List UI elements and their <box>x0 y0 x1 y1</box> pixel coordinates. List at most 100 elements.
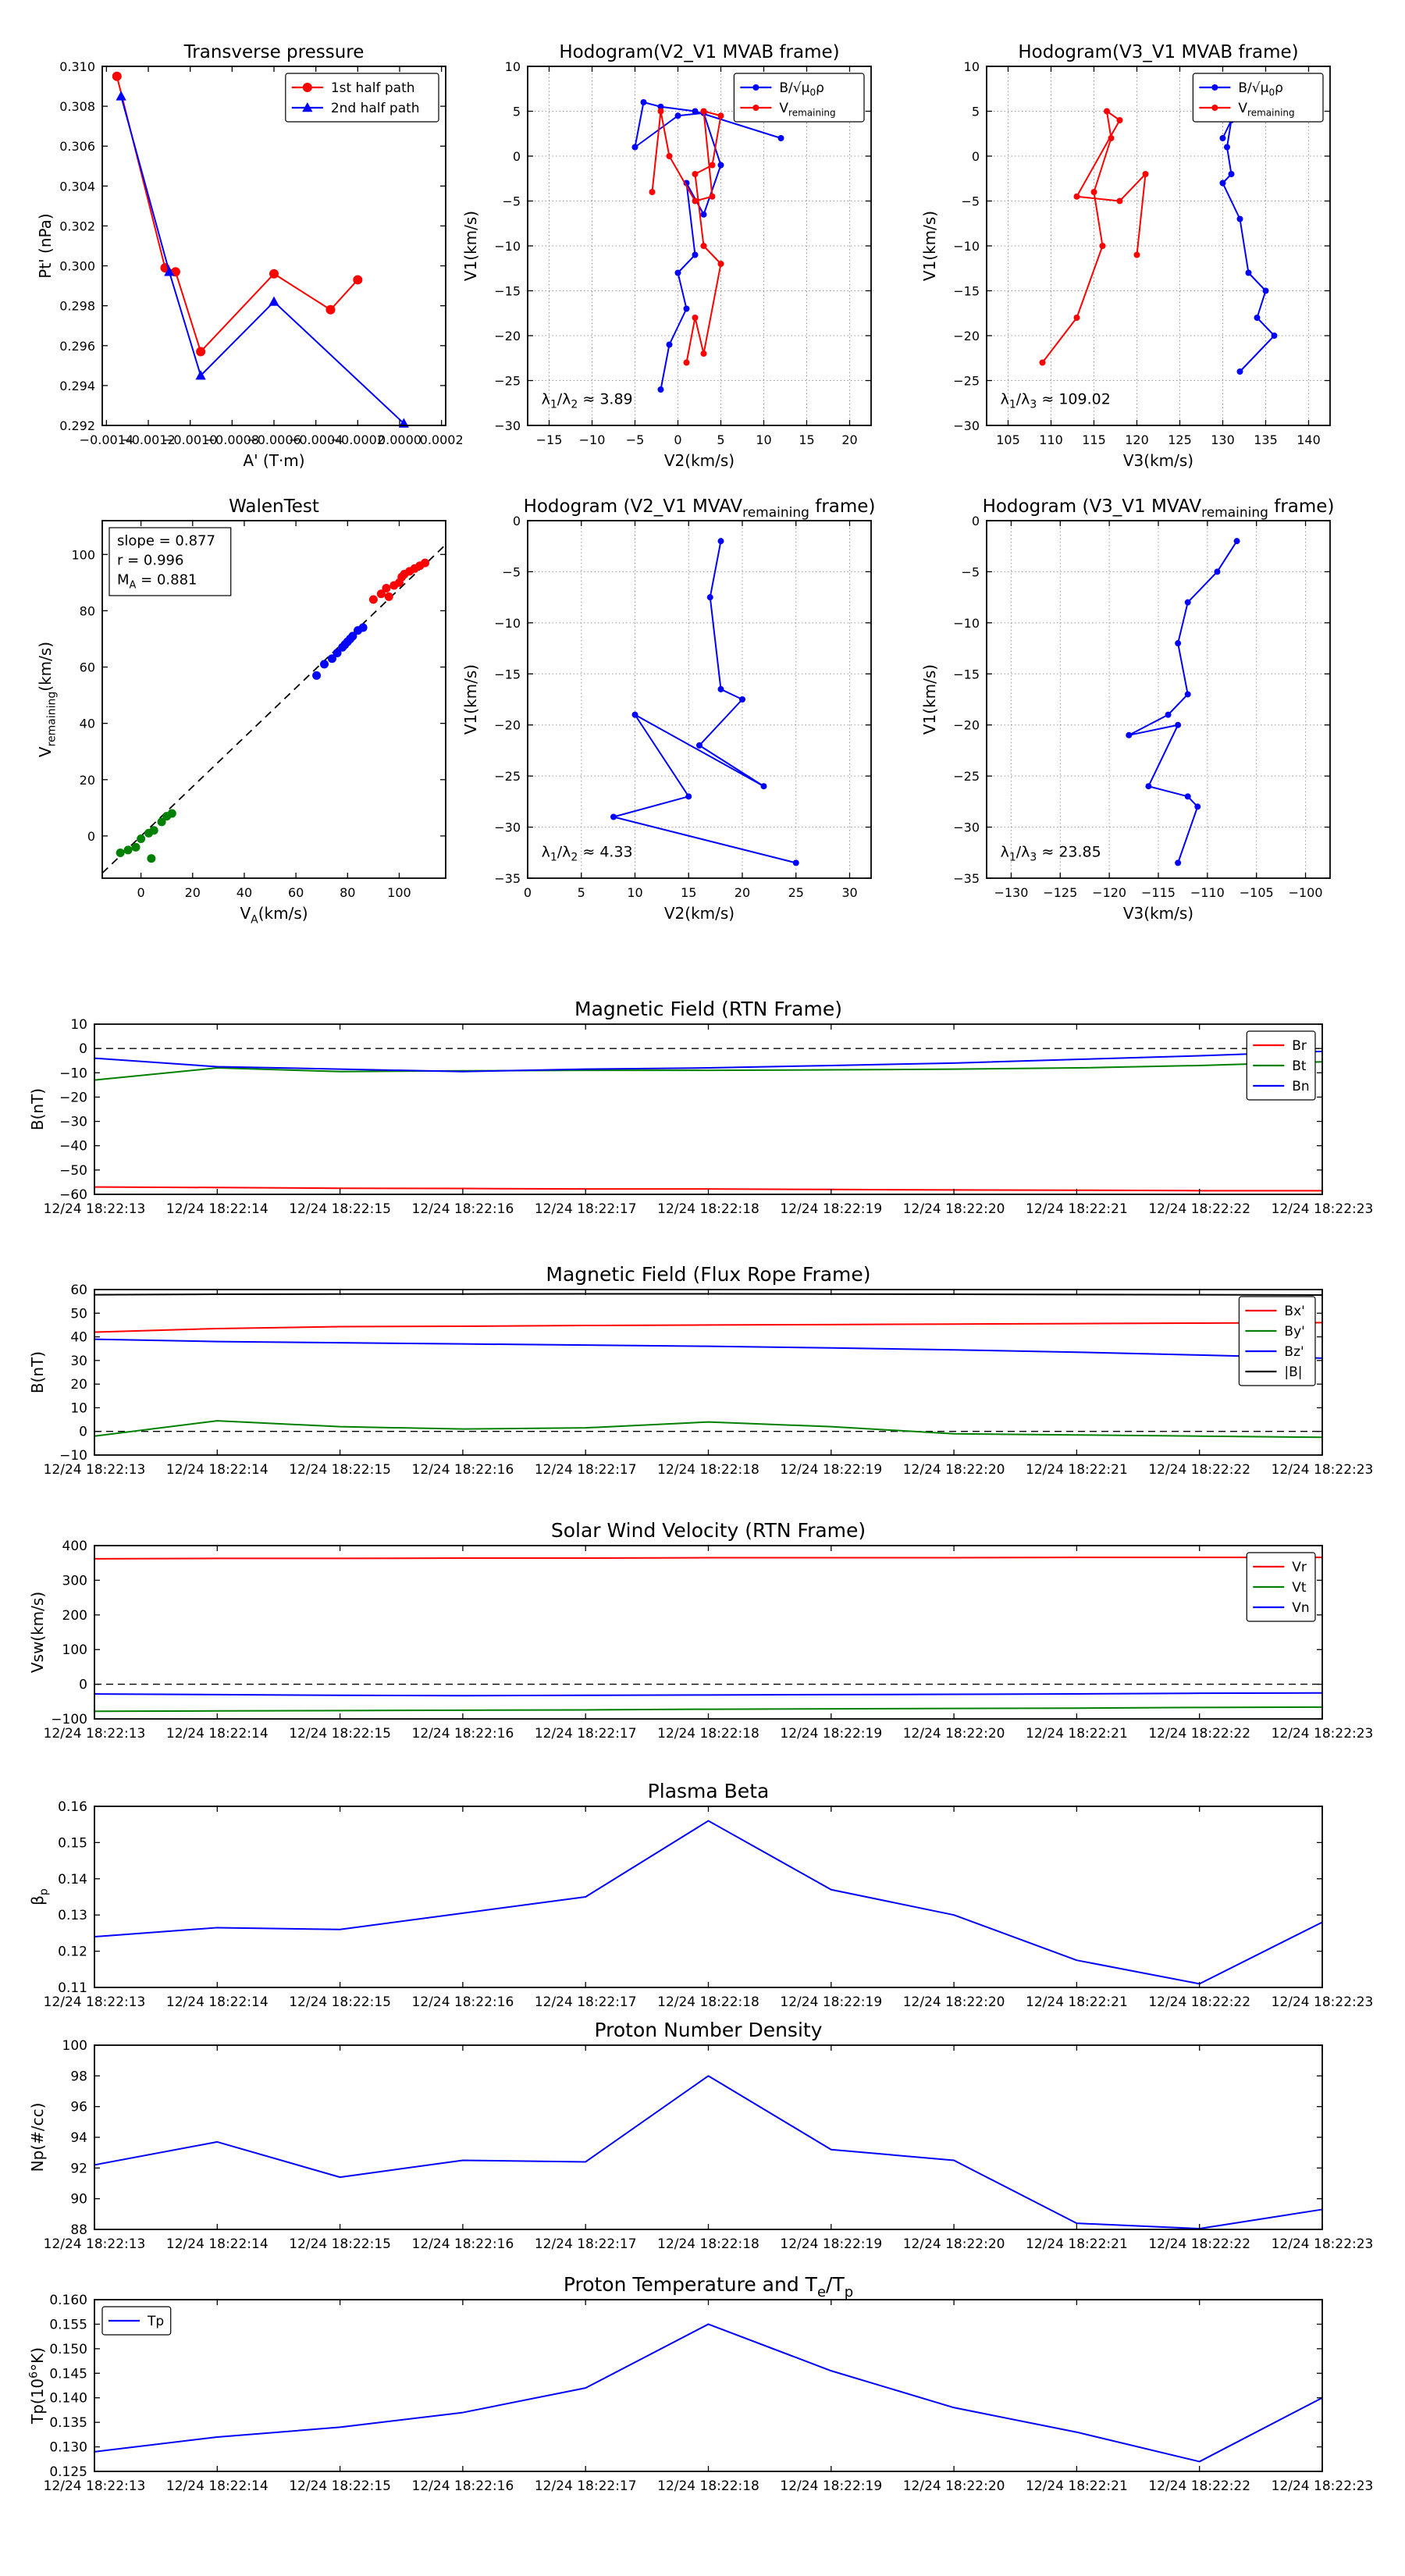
svg-text:0.0002: 0.0002 <box>420 432 464 447</box>
svg-text:12/24 18:22:21: 12/24 18:22:21 <box>1026 1994 1128 2010</box>
chart-hodogram_v2v1_mvab: −15 −10 −5 0 5 10 15 20 −30 −25 −20 −15 −10 −5 0 5 10 Hod… <box>461 42 872 470</box>
marker <box>752 84 759 91</box>
marker <box>131 842 140 852</box>
marker <box>149 826 158 835</box>
marker <box>353 275 363 285</box>
svg-text:12/24 18:22:13: 12/24 18:22:13 <box>44 1726 146 1742</box>
svg-text:−15: −15 <box>953 667 980 681</box>
marker <box>1236 368 1243 375</box>
svg-text:12/24 18:22:19: 12/24 18:22:19 <box>780 1201 882 1217</box>
svg-text:12/24 18:22:21: 12/24 18:22:21 <box>1026 1726 1128 1742</box>
svg-text:−0.0010: −0.0010 <box>163 432 217 447</box>
svg-text:−20: −20 <box>494 718 521 733</box>
svg-text:100: 100 <box>62 1642 87 1658</box>
y-axis-label: Vremaining(km/s) <box>36 642 58 757</box>
y-axis-label: V1(km/s) <box>461 211 480 281</box>
svg-text:12/24 18:22:17: 12/24 18:22:17 <box>535 1726 637 1742</box>
marker <box>348 632 357 641</box>
svg-text:12/24 18:22:15: 12/24 18:22:15 <box>289 1994 391 2010</box>
plot-frame <box>527 520 872 879</box>
series-b-field <box>1219 117 1278 375</box>
marker <box>1165 711 1172 718</box>
x-tick-labels: 0 20 40 60 80 100 <box>137 885 411 900</box>
series-bx-prime <box>94 1322 1323 1333</box>
chart-title: Hodogram (V3_V1 MVAVremaining frame) <box>983 496 1335 521</box>
x-tick-labels: −15 −10 −5 0 5 10 15 20 <box>536 432 858 447</box>
y-axis-label: B(nT) <box>28 1088 47 1130</box>
legend-label: 2nd half path <box>331 101 420 116</box>
marker <box>421 558 430 568</box>
ticks <box>102 66 446 426</box>
svg-text:−25: −25 <box>494 769 521 784</box>
svg-text:−105: −105 <box>1240 885 1274 900</box>
chart-title: Plasma Beta <box>648 1780 770 1802</box>
marker <box>709 193 716 200</box>
marker <box>1039 359 1046 366</box>
svg-text:0.0000: 0.0000 <box>378 432 422 447</box>
marker <box>692 108 699 115</box>
svg-text:0: 0 <box>137 885 145 900</box>
legend-label: B/√μ0ρ <box>779 80 823 98</box>
svg-text:5: 5 <box>717 432 724 447</box>
y-axis-label: Tp(106°K) <box>27 2347 47 2425</box>
svg-text:12/24 18:22:21: 12/24 18:22:21 <box>1026 2236 1128 2252</box>
svg-text:12/24 18:22:18: 12/24 18:22:18 <box>657 1726 759 1742</box>
svg-text:0.130: 0.130 <box>49 2440 87 2456</box>
svg-text:12/24 18:22:14: 12/24 18:22:14 <box>166 1726 269 1742</box>
marker <box>1073 315 1080 321</box>
svg-text:12/24 18:22:13: 12/24 18:22:13 <box>44 2236 146 2252</box>
svg-text:12/24 18:22:18: 12/24 18:22:18 <box>657 1994 759 2010</box>
legend-label: B/√μ0ρ <box>1238 80 1282 98</box>
plot-frame <box>101 520 446 879</box>
svg-text:300: 300 <box>62 1573 87 1589</box>
svg-text:0.11: 0.11 <box>58 1980 87 1996</box>
marker <box>1145 783 1152 790</box>
legend-label: Br <box>1292 1038 1307 1054</box>
svg-text:0.150: 0.150 <box>49 2342 87 2357</box>
svg-text:10: 10 <box>627 885 642 900</box>
svg-text:12/24 18:22:23: 12/24 18:22:23 <box>1272 2236 1374 2252</box>
svg-text:12/24 18:22:22: 12/24 18:22:22 <box>1148 1726 1250 1742</box>
chart-hodogram_v3v1_mvav: −130 −125 −120 −115 −110 −105 −100−35−30−25−20… <box>920 496 1334 923</box>
y-axis-label: B(nT) <box>28 1351 47 1393</box>
marker <box>164 266 175 276</box>
marker <box>700 108 707 115</box>
svg-text:96: 96 <box>70 2100 87 2115</box>
svg-text:−15: −15 <box>536 432 563 447</box>
svg-text:40: 40 <box>70 1330 87 1346</box>
marker <box>777 135 784 141</box>
marker <box>1211 105 1218 111</box>
svg-text:−20: −20 <box>953 329 980 343</box>
marker <box>610 813 617 820</box>
svg-text:25: 25 <box>788 885 804 900</box>
marker <box>700 243 707 249</box>
marker <box>657 386 664 393</box>
svg-text:−0.0006: −0.0006 <box>247 432 301 447</box>
chart-plasma_beta: 12/24 18:22:13 12/24 18:22:14 12/24 18:22:… <box>28 1780 1373 2010</box>
series-v-remaining <box>649 108 724 366</box>
marker <box>631 144 638 151</box>
marker <box>685 793 692 800</box>
legend: Bx' By' Bz' |B| <box>1238 1296 1316 1386</box>
svg-text:−10: −10 <box>953 239 980 254</box>
chart-title: Magnetic Field (RTN Frame) <box>574 998 842 1020</box>
marker <box>792 859 799 866</box>
legend-label: Bn <box>1292 1079 1309 1094</box>
svg-text:200: 200 <box>62 1608 87 1624</box>
legend-label: 1st half path <box>331 80 415 96</box>
svg-text:115: 115 <box>1082 432 1106 447</box>
svg-text:30: 30 <box>70 1354 87 1369</box>
svg-text:−0.0002: −0.0002 <box>331 432 385 447</box>
legend-label: |B| <box>1284 1364 1302 1380</box>
y-tick-labels: 0.125 0.130 0.135 0.140 0.145 0.150 0.155 0.160 <box>49 2293 87 2480</box>
ticks <box>987 520 1330 879</box>
svg-text:12/24 18:22:15: 12/24 18:22:15 <box>289 1726 391 1742</box>
svg-text:−20: −20 <box>494 329 521 343</box>
chart-solar_wind: 12/24 18:22:13 12/24 18:22:14 12/24 18:22:… <box>28 1519 1373 1742</box>
svg-text:−10: −10 <box>953 616 980 631</box>
marker <box>1116 117 1123 123</box>
x-tick-labels: 12/24 18:22:13 12/24 18:22:14 12/24 18:22:… <box>44 1994 1374 2010</box>
legend-label: Vremaining <box>1238 101 1294 119</box>
legend-label: Vr <box>1292 1560 1307 1575</box>
marker <box>717 112 724 119</box>
